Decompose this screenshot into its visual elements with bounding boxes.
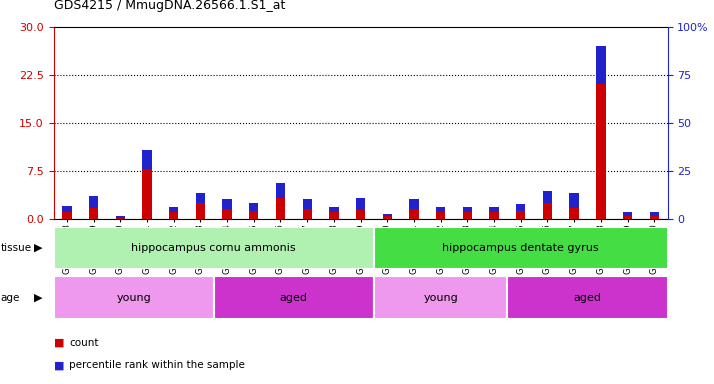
Bar <box>329 207 338 212</box>
Bar <box>516 204 526 211</box>
Bar <box>383 214 392 216</box>
Text: GDS4215 / MmugDNA.26566.1.S1_at: GDS4215 / MmugDNA.26566.1.S1_at <box>54 0 285 12</box>
Text: ■: ■ <box>54 338 64 348</box>
Text: hippocampus cornu ammonis: hippocampus cornu ammonis <box>131 243 296 253</box>
Bar <box>249 210 258 219</box>
Bar <box>249 203 258 210</box>
Bar <box>116 218 125 219</box>
Bar <box>62 206 71 212</box>
Bar <box>213 276 374 319</box>
Bar <box>383 216 392 219</box>
Text: ▶: ▶ <box>34 293 43 303</box>
Bar <box>623 212 632 216</box>
Bar <box>303 199 312 209</box>
Bar <box>196 203 205 219</box>
Bar <box>356 199 366 210</box>
Text: ■: ■ <box>54 360 64 370</box>
Bar <box>516 211 526 219</box>
Bar <box>356 210 366 219</box>
Bar <box>543 191 552 203</box>
Text: aged: aged <box>280 293 308 303</box>
Text: ▶: ▶ <box>34 243 43 253</box>
Bar <box>196 193 205 203</box>
Bar <box>142 150 151 169</box>
Bar <box>223 199 232 209</box>
Text: hippocampus dentate gyrus: hippocampus dentate gyrus <box>443 243 599 253</box>
Bar <box>463 212 472 219</box>
Bar <box>303 209 312 219</box>
Bar <box>489 212 498 219</box>
Bar <box>409 199 418 209</box>
Bar <box>543 203 552 219</box>
Bar <box>169 212 178 219</box>
Bar <box>463 207 472 212</box>
Bar <box>409 209 418 219</box>
Bar <box>142 169 151 219</box>
Text: count: count <box>69 338 99 348</box>
Bar <box>62 212 71 219</box>
Bar <box>508 276 668 319</box>
Bar <box>623 216 632 219</box>
Text: percentile rank within the sample: percentile rank within the sample <box>69 360 245 370</box>
Bar <box>650 212 659 216</box>
Bar <box>276 183 285 199</box>
Bar <box>329 212 338 219</box>
Bar <box>169 207 178 212</box>
Bar <box>650 216 659 219</box>
Bar <box>54 276 213 319</box>
Bar <box>436 212 446 219</box>
Bar <box>570 208 579 219</box>
Bar <box>276 199 285 219</box>
Text: aged: aged <box>573 293 601 303</box>
Bar <box>54 227 374 269</box>
Bar <box>596 46 605 84</box>
Bar <box>570 193 579 208</box>
Bar <box>89 197 99 208</box>
Text: young: young <box>423 293 458 303</box>
Bar <box>116 216 125 218</box>
Bar <box>374 227 668 269</box>
Bar <box>596 84 605 219</box>
Bar <box>436 207 446 212</box>
Text: tissue: tissue <box>1 243 32 253</box>
Bar <box>489 207 498 212</box>
Text: age: age <box>1 293 20 303</box>
Bar <box>89 208 99 219</box>
Bar <box>374 276 508 319</box>
Text: young: young <box>116 293 151 303</box>
Bar <box>223 209 232 219</box>
